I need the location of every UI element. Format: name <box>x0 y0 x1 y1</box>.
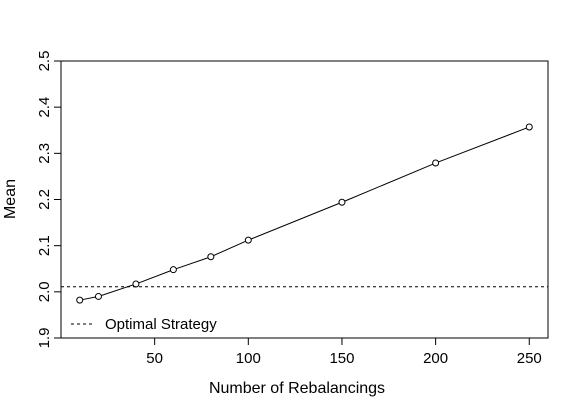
data-point <box>169 266 177 274</box>
data-point <box>525 123 533 131</box>
x-tick-label: 250 <box>517 350 542 367</box>
y-tick-label: 2.3 <box>36 143 53 164</box>
x-axis-label: Number of Rebalancings <box>209 380 385 397</box>
data-point <box>338 198 346 206</box>
x-tick-label: 100 <box>236 350 261 367</box>
series-segment <box>101 284 134 296</box>
series-segment <box>138 270 171 284</box>
x-tick-label: 50 <box>146 350 163 367</box>
y-tick-label: 2.5 <box>36 51 53 72</box>
data-point <box>132 280 140 288</box>
plot-frame <box>60 60 549 339</box>
x-tick-label: 200 <box>423 350 448 367</box>
data-point <box>207 253 215 261</box>
y-axis: 1.9 2.0 2.1 2.2 2.3 2.4 2.5 <box>36 51 61 349</box>
y-tick-label: 2.4 <box>36 97 53 118</box>
x-axis: 50 100 150 200 250 <box>146 338 542 367</box>
data-point <box>432 159 440 167</box>
series-segment <box>176 257 209 270</box>
series-segment <box>344 163 434 202</box>
legend: Optimal Strategy <box>71 316 217 333</box>
data-point <box>244 236 252 244</box>
series-segment <box>438 127 527 163</box>
series-layer <box>76 123 533 304</box>
series-segment <box>82 296 96 301</box>
y-tick-label: 1.9 <box>36 328 53 349</box>
data-point <box>76 296 84 304</box>
y-axis-label: Mean <box>2 179 19 219</box>
x-tick-label: 150 <box>329 350 354 367</box>
y-tick-label: 2.0 <box>36 281 53 302</box>
series-segment <box>250 202 340 240</box>
y-tick-label: 2.1 <box>36 235 53 256</box>
y-tick-label: 2.2 <box>36 189 53 210</box>
legend-label: Optimal Strategy <box>105 316 217 333</box>
series-segment <box>213 240 246 256</box>
data-point <box>94 292 102 300</box>
